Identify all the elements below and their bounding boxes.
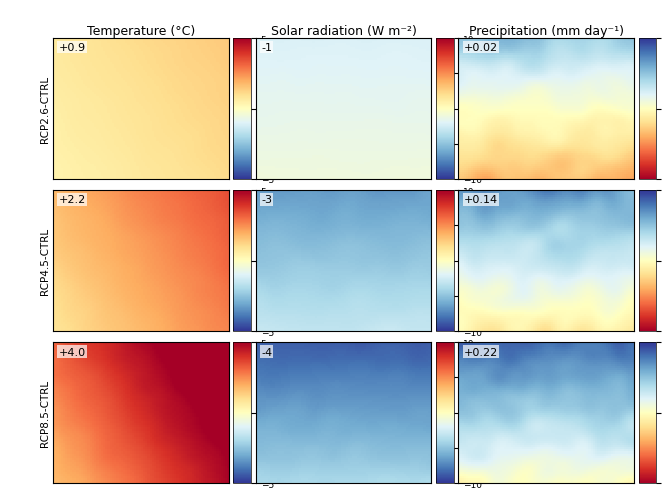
Y-axis label: RCP2.6-CTRL: RCP2.6-CTRL [40,76,50,143]
Title: Solar radiation (W m⁻²): Solar radiation (W m⁻²) [271,25,416,38]
Text: -1: -1 [261,43,272,53]
Text: +0.02: +0.02 [463,43,498,53]
Text: +0.9: +0.9 [58,43,86,53]
Y-axis label: RCP8.5-CTRL: RCP8.5-CTRL [40,379,50,447]
Title: Precipitation (mm day⁻¹): Precipitation (mm day⁻¹) [469,25,624,38]
Y-axis label: RCP4.5-CTRL: RCP4.5-CTRL [40,227,50,295]
Text: -3: -3 [261,195,272,205]
Text: +0.14: +0.14 [463,195,498,205]
Title: Temperature (°C): Temperature (°C) [87,25,195,38]
Text: +0.22: +0.22 [463,347,498,357]
Text: +4.0: +4.0 [58,347,86,357]
Text: -4: -4 [261,347,272,357]
Text: +2.2: +2.2 [58,195,86,205]
